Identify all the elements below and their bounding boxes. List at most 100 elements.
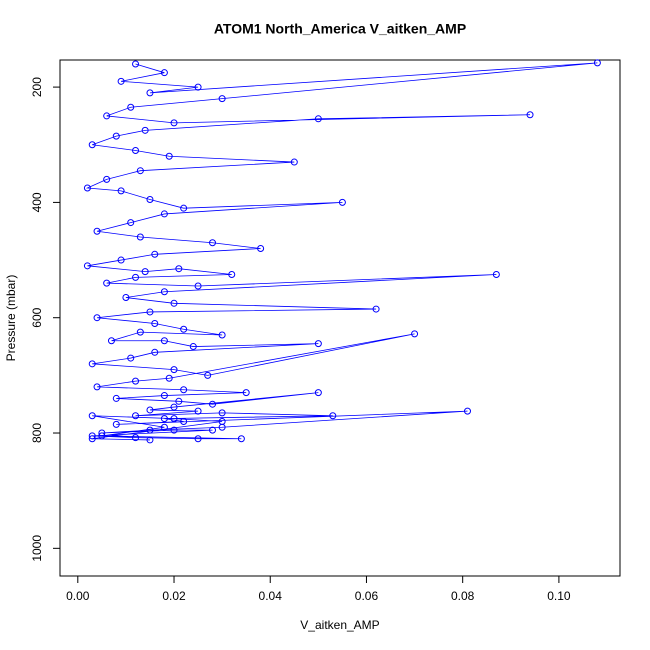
y-axis-label: Pressure (mbar) bbox=[4, 275, 18, 362]
data-point bbox=[209, 400, 217, 408]
data-point bbox=[338, 198, 346, 206]
data-point bbox=[146, 196, 154, 204]
data-point bbox=[136, 167, 144, 175]
data-point bbox=[180, 417, 188, 425]
y-tick-label: 600 bbox=[30, 307, 44, 327]
data-point bbox=[160, 415, 168, 423]
plot-frame bbox=[59, 59, 621, 577]
data-point bbox=[141, 126, 149, 134]
data-point bbox=[170, 366, 178, 374]
data-point bbox=[189, 343, 197, 351]
data-point bbox=[160, 69, 168, 77]
data-point bbox=[463, 407, 471, 415]
data-point bbox=[237, 435, 245, 443]
data-point bbox=[117, 187, 125, 195]
data-point bbox=[526, 111, 534, 119]
data-point bbox=[93, 227, 101, 235]
data-point bbox=[88, 412, 96, 420]
data-point bbox=[146, 89, 154, 97]
data-point bbox=[194, 407, 202, 415]
data-point bbox=[112, 394, 120, 402]
data-point bbox=[127, 219, 135, 227]
data-point bbox=[180, 386, 188, 394]
x-tick-label: 0.00 bbox=[66, 589, 90, 603]
data-point bbox=[165, 152, 173, 160]
y-tick-label: 1000 bbox=[30, 535, 44, 562]
y-tick-label: 400 bbox=[30, 192, 44, 212]
data-point bbox=[136, 233, 144, 241]
data-point bbox=[218, 331, 226, 339]
data-point bbox=[112, 420, 120, 428]
data-line bbox=[85, 62, 598, 441]
data-point bbox=[151, 250, 159, 258]
data-point bbox=[93, 383, 101, 391]
data-point bbox=[180, 325, 188, 333]
data-point bbox=[218, 417, 226, 425]
data-point bbox=[98, 429, 106, 437]
data-point bbox=[593, 59, 601, 67]
data-point bbox=[146, 406, 154, 414]
data-point bbox=[314, 389, 322, 397]
data-point bbox=[132, 273, 140, 281]
data-point bbox=[170, 415, 178, 423]
data-point bbox=[122, 294, 130, 302]
data-point bbox=[103, 112, 111, 120]
data-point bbox=[160, 210, 168, 218]
data-point bbox=[170, 299, 178, 307]
data-point bbox=[218, 95, 226, 103]
data-point bbox=[132, 377, 140, 385]
data-point bbox=[194, 83, 202, 91]
data-point bbox=[314, 340, 322, 348]
data-point bbox=[136, 328, 144, 336]
data-point bbox=[160, 337, 168, 345]
data-point bbox=[242, 389, 250, 397]
x-tick-label: 0.02 bbox=[162, 589, 186, 603]
x-tick-label: 0.06 bbox=[355, 589, 379, 603]
y-tick-label: 200 bbox=[30, 77, 44, 97]
data-point bbox=[132, 147, 140, 155]
data-point bbox=[492, 270, 500, 278]
chart-title: ATOM1 North_America V_aitken_AMP bbox=[214, 21, 466, 37]
data-point bbox=[146, 436, 154, 444]
data-point bbox=[411, 330, 419, 338]
data-point bbox=[180, 204, 188, 212]
data-point bbox=[209, 239, 217, 247]
data-point bbox=[165, 374, 173, 382]
data-point bbox=[83, 262, 91, 270]
data-point bbox=[209, 426, 217, 434]
y-tick-label: 800 bbox=[30, 423, 44, 443]
data-point bbox=[228, 270, 236, 278]
data-point bbox=[117, 77, 125, 85]
data-point bbox=[194, 435, 202, 443]
data-point bbox=[88, 432, 96, 440]
data-point bbox=[290, 158, 298, 166]
data-point bbox=[117, 256, 125, 264]
data-point bbox=[103, 279, 111, 287]
data-point bbox=[132, 434, 140, 442]
data-point bbox=[88, 360, 96, 368]
data-point bbox=[146, 426, 154, 434]
data-point bbox=[204, 371, 212, 379]
data-point bbox=[127, 354, 135, 362]
x-axis-label: V_aitken_AMP bbox=[300, 618, 379, 632]
data-point bbox=[314, 115, 322, 123]
data-point bbox=[151, 319, 159, 327]
data-point bbox=[146, 308, 154, 316]
x-tick-label: 0.10 bbox=[547, 589, 571, 603]
x-tick-label: 0.08 bbox=[451, 589, 475, 603]
data-point bbox=[194, 282, 202, 290]
data-point bbox=[141, 268, 149, 276]
data-point bbox=[170, 426, 178, 434]
data-point bbox=[88, 141, 96, 149]
data-point bbox=[83, 184, 91, 192]
data-point bbox=[218, 409, 226, 417]
x-tick-label: 0.04 bbox=[259, 589, 283, 603]
data-point bbox=[160, 288, 168, 296]
data-point bbox=[257, 245, 265, 253]
data-point bbox=[175, 265, 183, 273]
data-point bbox=[132, 60, 140, 68]
data-point bbox=[112, 132, 120, 140]
data-point bbox=[151, 348, 159, 356]
data-point bbox=[132, 412, 140, 420]
